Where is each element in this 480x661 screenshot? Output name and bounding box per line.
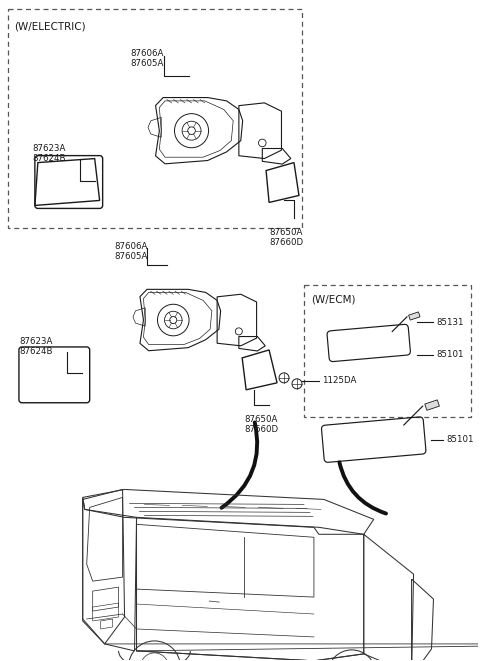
Text: 87650A: 87650A <box>269 228 303 237</box>
Bar <box>304 285 471 416</box>
Text: 85101: 85101 <box>446 435 474 444</box>
Text: (W/ELECTRIC): (W/ELECTRIC) <box>14 21 85 31</box>
FancyArrowPatch shape <box>339 462 386 514</box>
Bar <box>8 9 302 228</box>
Text: 87660D: 87660D <box>244 424 278 434</box>
Text: 87623A: 87623A <box>20 337 53 346</box>
Text: (W/ECM): (W/ECM) <box>311 294 355 304</box>
Text: 85101: 85101 <box>436 350 464 360</box>
Text: 87624B: 87624B <box>32 153 66 163</box>
Text: 87605A: 87605A <box>115 253 148 261</box>
Text: 87650A: 87650A <box>244 414 278 424</box>
Text: 85131: 85131 <box>436 317 464 327</box>
Text: 87605A: 87605A <box>131 59 164 68</box>
Text: 87606A: 87606A <box>115 243 148 251</box>
Polygon shape <box>425 400 439 410</box>
Text: 1125DA: 1125DA <box>322 376 356 385</box>
Polygon shape <box>408 312 420 320</box>
Text: 87623A: 87623A <box>32 143 66 153</box>
Text: 87606A: 87606A <box>131 49 164 58</box>
Text: 87624B: 87624B <box>19 347 53 356</box>
FancyArrowPatch shape <box>222 422 257 508</box>
Text: 87660D: 87660D <box>269 239 303 247</box>
